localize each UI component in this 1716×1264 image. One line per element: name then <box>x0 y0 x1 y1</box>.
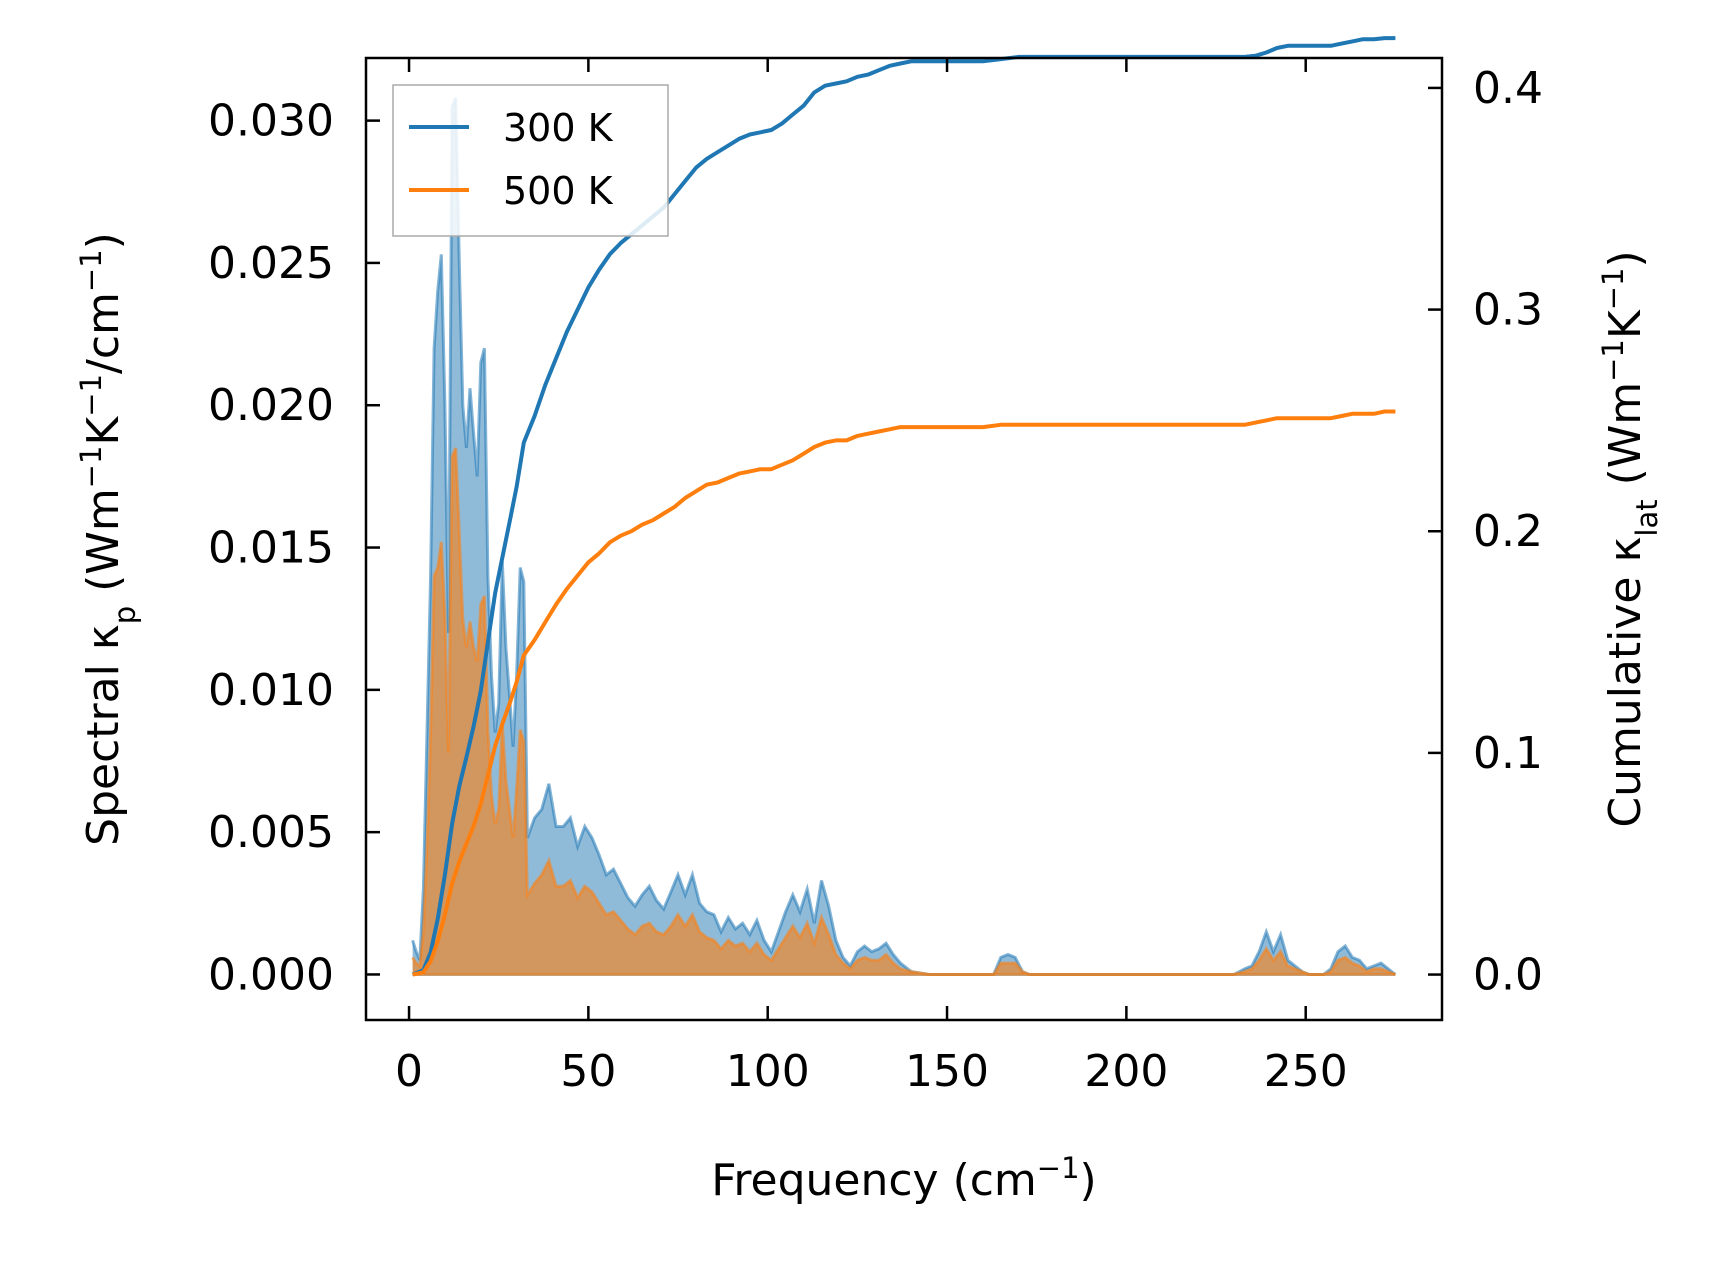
right-y-axis-label: Cumulative κlat (Wm−1K−1) <box>1596 250 1664 827</box>
y-right-tick-label: 0.1 <box>1473 728 1543 779</box>
series-lines <box>411 36 1396 977</box>
x-tick-label: 0 <box>395 1046 423 1097</box>
legend: 300 K 500 K <box>392 84 669 237</box>
cumulative-line-300k <box>411 36 1396 977</box>
axis-ticks: 0 50 100 150 200 250 0.000 0.005 0.010 0.015 0.020… <box>208 58 1543 1097</box>
plot-frame <box>364 56 1444 1022</box>
y-left-tick-label: 0.010 <box>208 665 334 716</box>
cumulative-line-500k <box>412 409 1396 977</box>
spectral-line-500k <box>411 447 1396 976</box>
legend-box <box>392 84 669 237</box>
y-right-tick-label: 0.2 <box>1473 506 1543 557</box>
x-tick-label: 50 <box>560 1046 616 1097</box>
y-left-tick-label: 0.005 <box>208 807 334 858</box>
y-right-tick-label: 0.0 <box>1473 950 1543 1001</box>
y-right-tick-label: 0.4 <box>1473 63 1543 114</box>
x-tick-label: 250 <box>1264 1046 1348 1097</box>
x-tick-label: 150 <box>905 1046 989 1097</box>
legend-label-300k: 300 K <box>503 106 614 150</box>
y-left-tick-label: 0.020 <box>208 380 334 431</box>
x-tick-label: 100 <box>726 1046 810 1097</box>
spectral-fill-500k <box>412 447 1396 975</box>
spectral-fills <box>411 97 1397 976</box>
y-left-tick-label: 0.000 <box>208 949 334 1000</box>
y-left-tick-label: 0.015 <box>208 523 334 574</box>
y-right-tick-label: 0.3 <box>1473 285 1543 336</box>
x-axis-label: Frequency (cm−1) <box>711 1151 1096 1206</box>
x-tick-label: 200 <box>1084 1046 1168 1097</box>
y-left-tick-label: 0.030 <box>208 96 334 147</box>
left-y-axis-label: Spectral κp (Wm−1K−1/cm−1) <box>74 232 142 846</box>
legend-label-500k: 500 K <box>503 169 614 213</box>
spectral-line-300k <box>411 97 1397 976</box>
y-left-tick-label: 0.025 <box>208 238 334 289</box>
